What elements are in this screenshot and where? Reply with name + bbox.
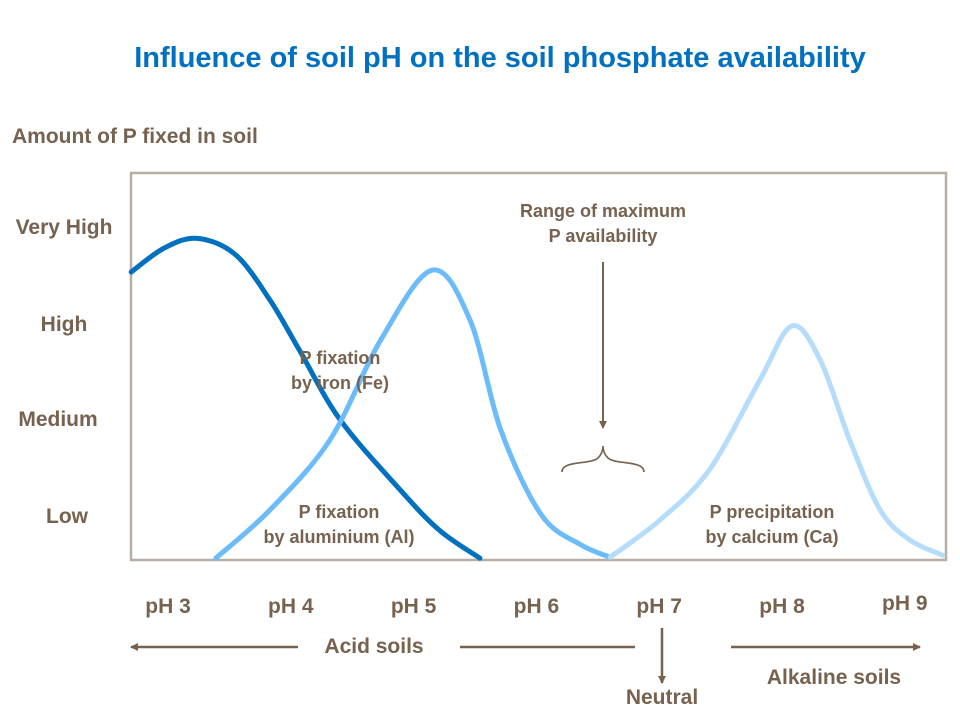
- y-level-medium: Medium: [18, 408, 98, 431]
- x-tick-label: pH 8: [759, 595, 805, 618]
- range-brace: [561, 445, 645, 473]
- al-label-line1: P fixation: [298, 502, 380, 522]
- fe-label-line1: P fixation: [299, 348, 381, 368]
- y-level-high: High: [40, 313, 88, 336]
- x-tick-label: pH 5: [390, 595, 437, 618]
- fe-label: P fixation by iron (Fe): [291, 346, 389, 396]
- al-label: P fixation by aluminium (Al): [263, 500, 414, 550]
- al-label-line2: by aluminium (Al): [263, 527, 415, 547]
- neutral-label: Neutral: [625, 686, 699, 709]
- ca-label-line1: P precipitation: [709, 502, 835, 522]
- range-label-line2: P availability: [548, 226, 658, 246]
- al-curve: [213, 267, 613, 561]
- y-level-low: Low: [46, 505, 88, 528]
- x-tick-label: pH 4: [268, 595, 314, 618]
- range-label: Range of maximum P availability: [520, 199, 686, 249]
- fe-label-line2: by iron (Fe): [291, 373, 389, 393]
- alkaline-soils-label: Alkaline soils: [766, 666, 902, 689]
- range-label-line1: Range of maximum: [519, 201, 687, 221]
- plot-frame: [129, 171, 948, 562]
- ca-label: P precipitation by calcium (Ca): [705, 500, 838, 550]
- ca-label-line2: by calcium (Ca): [705, 527, 839, 547]
- y-level-very-high: Very High: [15, 216, 113, 239]
- x-tick-label: pH 3: [145, 595, 191, 618]
- y-axis-label: Amount of P fixed in soil: [12, 125, 258, 148]
- chart-title: Influence of soil pH on the soil phospha…: [134, 42, 866, 74]
- fe-curve: [128, 235, 483, 561]
- x-tick-label: pH 9: [882, 592, 928, 615]
- ca-curve: [607, 323, 946, 560]
- x-tick-label: pH 6: [513, 595, 560, 618]
- x-tick-label: pH 7: [636, 595, 682, 618]
- acid-soils-label: Acid soils: [324, 635, 424, 658]
